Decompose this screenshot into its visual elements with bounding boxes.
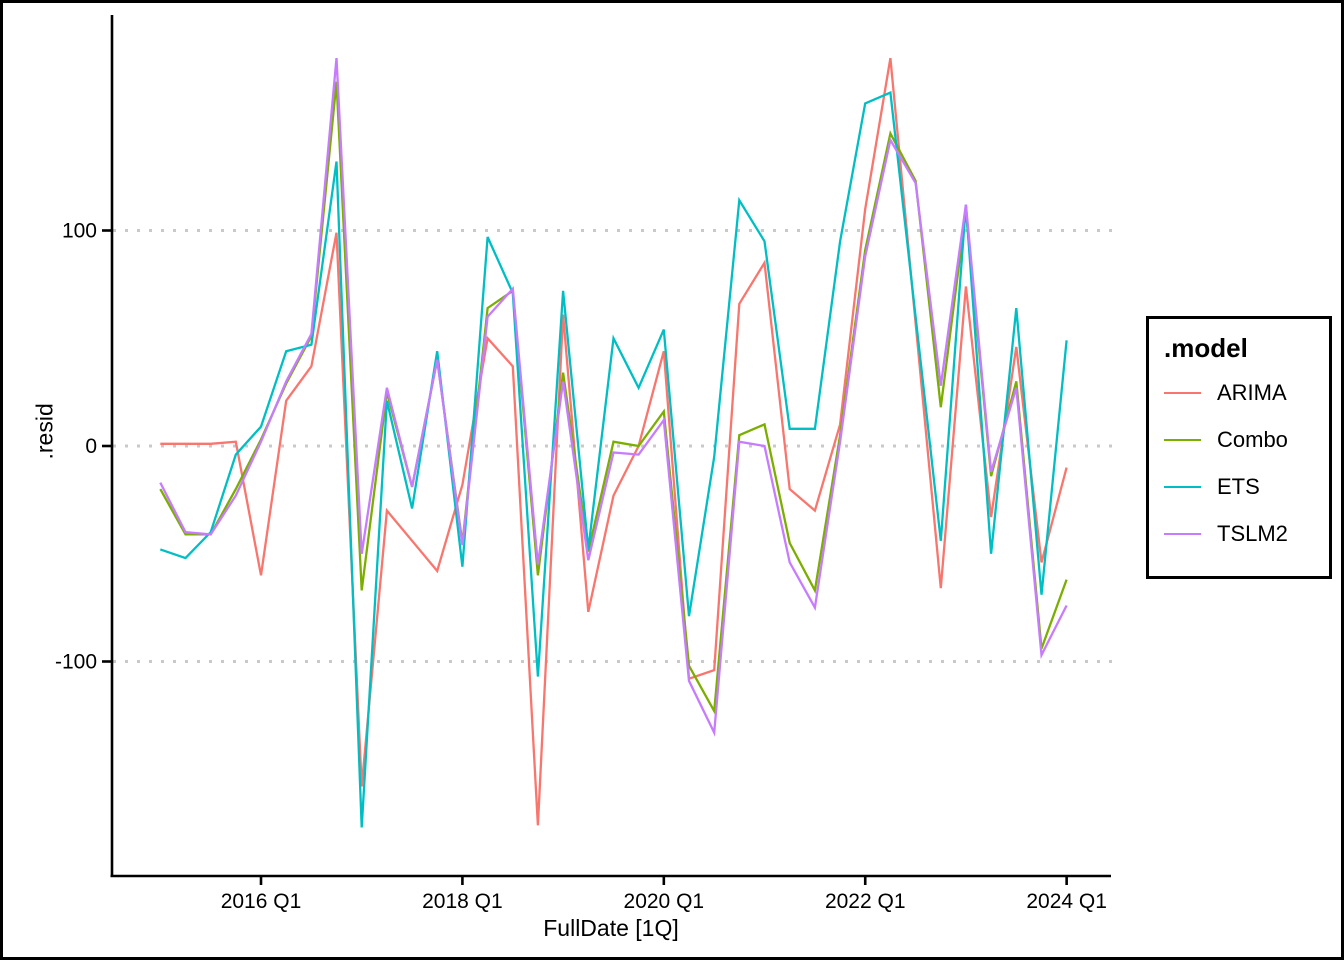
legend-label-ets: ETS [1217, 474, 1260, 499]
legend-item-ets: ETS [1164, 474, 1329, 500]
x-axis-title: FullDate [1Q] [543, 915, 679, 941]
legend-label-arima: ARIMA [1217, 380, 1287, 405]
y-axis-title: .resid [31, 403, 58, 460]
tslm2-line-swatch [1164, 533, 1201, 535]
combo-line-swatch [1164, 439, 1201, 441]
ets-line-swatch [1164, 486, 1201, 488]
legend-item-combo: Combo [1164, 427, 1329, 453]
x-tick-label-2018 Q1: 2018 Q1 [422, 890, 503, 913]
series-line-ets [159, 90, 1068, 828]
x-tick-label-2020 Q1: 2020 Q1 [624, 890, 705, 913]
y-tick-label-0: 0 [85, 435, 97, 458]
residuals-line-chart: 100 0 -100 2016 Q1 2018 Q1 2020 Q1 2022 Q1 2024… [55, 15, 1113, 913]
legend-item-arima: ARIMA [1164, 380, 1329, 406]
legend-title: .model [1164, 333, 1248, 363]
x-tick-label-2022 Q1: 2022 Q1 [825, 890, 906, 913]
legend-item-tslm2: TSLM2 [1164, 521, 1329, 547]
series-line-tslm2 [159, 57, 1068, 737]
series-line-combo [159, 81, 1068, 715]
legend-label-tslm2: TSLM2 [1217, 521, 1288, 546]
legend: .model ARIMA Combo ETS TSLM2 [1146, 316, 1332, 579]
arima-line-swatch [1164, 392, 1201, 394]
y-tick-label-100: 100 [62, 220, 97, 243]
x-tick-label-2016 Q1: 2016 Q1 [221, 890, 302, 913]
legend-label-combo: Combo [1217, 427, 1288, 452]
y-tick-label--100: -100 [55, 651, 97, 674]
x-tick-label-2024 Q1: 2024 Q1 [1026, 890, 1107, 913]
